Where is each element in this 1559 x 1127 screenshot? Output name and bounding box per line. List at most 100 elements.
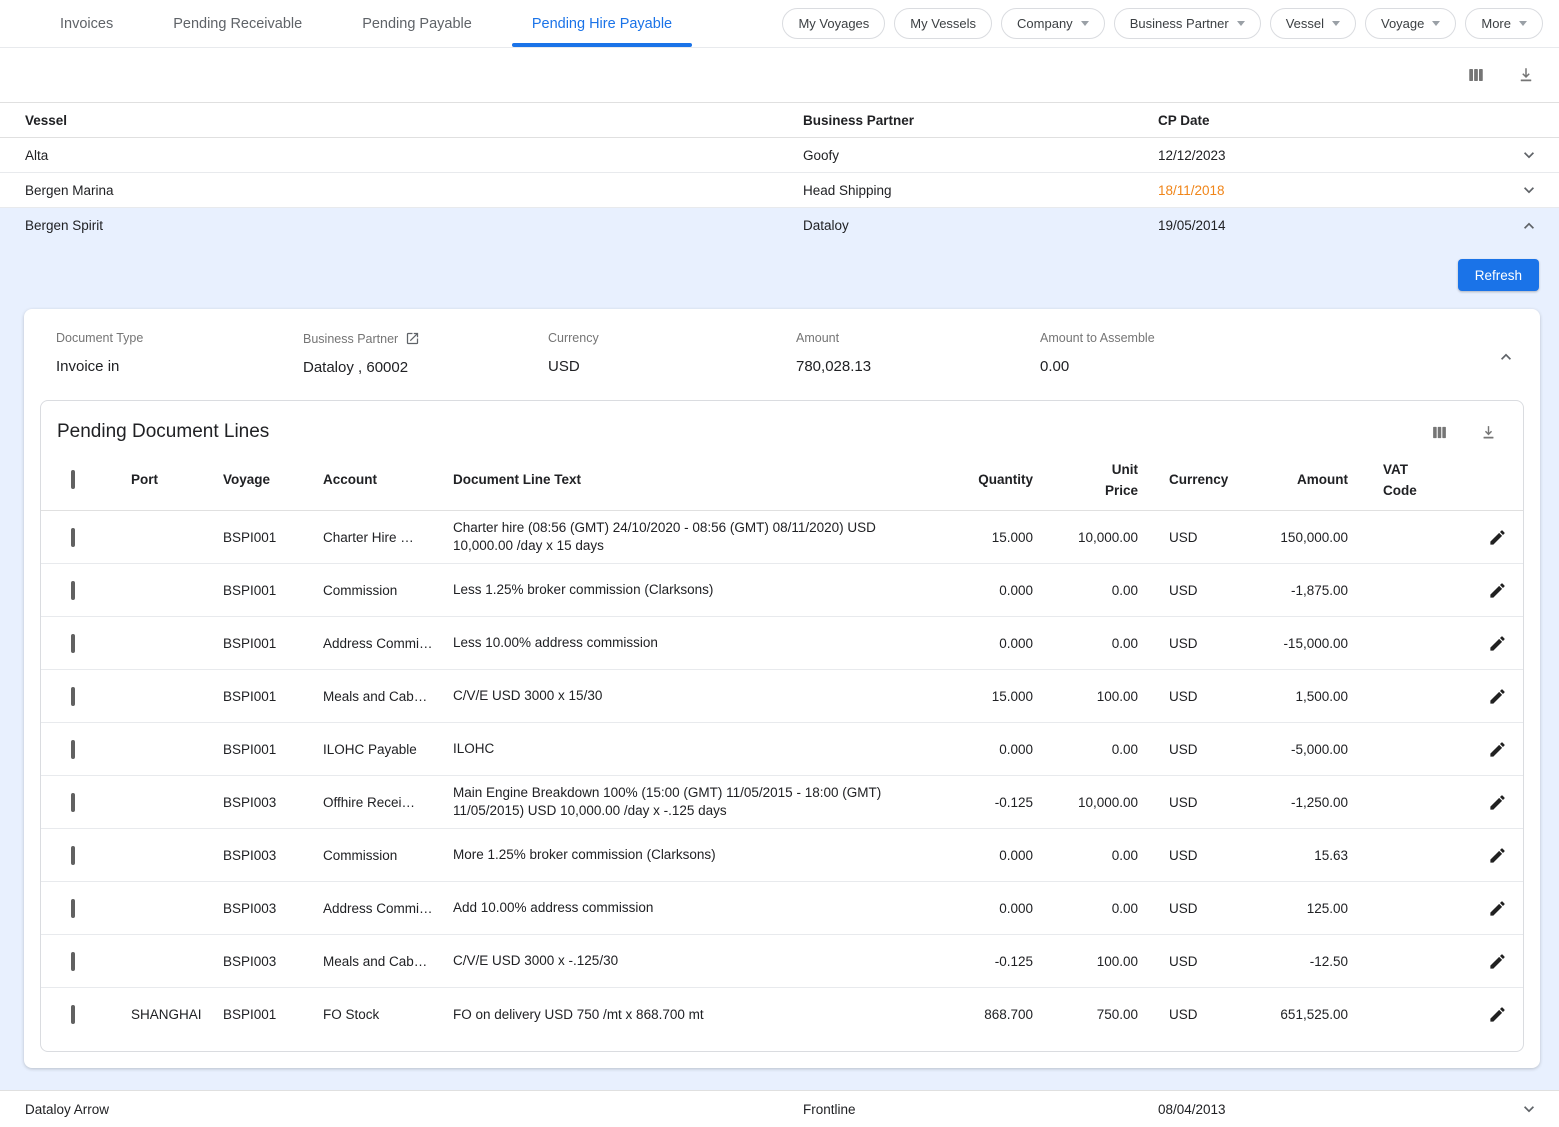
voyage-cell: BSPI001 xyxy=(223,741,277,757)
currency-label: Currency xyxy=(548,331,599,345)
company-filter-button[interactable]: Company xyxy=(1001,8,1105,39)
edit-line-pencil-icon[interactable] xyxy=(1488,793,1507,812)
my-voyages-label: My Voyages xyxy=(798,16,870,31)
collapse-summary-chevron-up-icon[interactable] xyxy=(1496,347,1516,367)
voyage-cell: BSPI001 xyxy=(223,1007,277,1022)
edit-line-pencil-icon[interactable] xyxy=(1488,581,1507,600)
my-vessels-button[interactable]: My Vessels xyxy=(894,8,993,39)
amount-label: Amount xyxy=(796,331,840,345)
pending-lines-body: BSPI001 Charter Hire … Charter hire (08:… xyxy=(41,511,1523,1041)
row-checkbox[interactable] xyxy=(71,1005,75,1024)
business-partner-label: Business Partner xyxy=(303,331,399,346)
edit-line-pencil-icon[interactable] xyxy=(1488,1005,1507,1024)
vessel-row-bergen-spirit[interactable]: Bergen Spirit Dataloy 19/05/2014 xyxy=(0,208,1559,243)
select-all-checkbox[interactable] xyxy=(71,470,75,489)
account-cell: Charter Hire … xyxy=(323,529,414,545)
voyage-filter-button[interactable]: Voyage xyxy=(1365,8,1457,39)
vessel-filter-button[interactable]: Vessel xyxy=(1269,8,1356,39)
tab-invoices[interactable]: Invoices xyxy=(60,15,114,32)
document-line-row[interactable]: BSPI001 Address Commi… Less 10.00% addre… xyxy=(41,617,1523,670)
row-checkbox[interactable] xyxy=(71,898,75,918)
vessel-name: Dataloy Arrow xyxy=(25,1101,110,1117)
edit-line-pencil-icon[interactable] xyxy=(1488,687,1507,706)
pending-document-lines-card: Pending Document Lines Port Voyage A xyxy=(40,400,1524,1052)
open-in-new-icon[interactable] xyxy=(405,331,420,346)
document-line-row[interactable]: BSPI003 Offhire Recei… Main Engine Break… xyxy=(41,776,1523,829)
document-line-row[interactable]: SHANGHAI BSPI001 FO Stock FO on delivery… xyxy=(41,988,1523,1041)
tab-bar: Invoices Pending Receivable Pending Paya… xyxy=(0,0,1559,48)
document-line-row[interactable]: BSPI001 Charter Hire … Charter hire (08:… xyxy=(41,511,1523,564)
currency-cell: USD xyxy=(1169,688,1198,704)
row-checkbox[interactable] xyxy=(71,527,75,547)
document-line-row[interactable]: BSPI001 Meals and Cab… C/V/E USD 3000 x … xyxy=(41,670,1523,723)
row-checkbox[interactable] xyxy=(71,792,75,812)
currency-cell: USD xyxy=(1169,1007,1198,1022)
account-cell: Commission xyxy=(323,582,398,598)
business-partner-filter-button[interactable]: Business Partner xyxy=(1113,8,1261,39)
row-checkbox[interactable] xyxy=(71,739,75,759)
vessel-row-dataloy-arrow[interactable]: Dataloy Arrow Frontline 08/04/2013 xyxy=(0,1090,1559,1127)
row-checkbox[interactable] xyxy=(71,845,75,865)
column-settings-icon[interactable] xyxy=(1465,64,1487,86)
amount-to-assemble-label: Amount to Assemble xyxy=(1040,331,1155,345)
edit-line-pencil-icon[interactable] xyxy=(1488,846,1507,865)
voyage-cell: BSPI001 xyxy=(223,529,277,545)
amount-cell: -1,250.00 xyxy=(1290,794,1348,810)
document-line-text-column-header: Document Line Text xyxy=(453,471,582,487)
quantity-cell: 15.000 xyxy=(991,688,1033,704)
tab-pending-payable[interactable]: Pending Payable xyxy=(362,15,472,32)
currency-cell: USD xyxy=(1169,741,1198,757)
download-icon[interactable] xyxy=(1515,64,1537,86)
collapse-chevron-up-icon[interactable] xyxy=(1499,216,1559,236)
expand-chevron-down-icon[interactable] xyxy=(1499,180,1559,200)
quantity-column-header: Quantity xyxy=(978,472,1033,487)
dropdown-caret-icon xyxy=(1080,21,1089,26)
row-checkbox[interactable] xyxy=(71,686,75,706)
refresh-button[interactable]: Refresh xyxy=(1457,259,1539,291)
edit-line-pencil-icon[interactable] xyxy=(1488,952,1507,971)
row-checkbox[interactable] xyxy=(71,633,75,653)
more-filter-button[interactable]: More xyxy=(1465,8,1543,39)
vessel-row-alta[interactable]: Alta Goofy 12/12/2023 xyxy=(0,138,1559,173)
edit-line-pencil-icon[interactable] xyxy=(1488,634,1507,653)
table-toolbar xyxy=(0,48,1559,102)
tab-pending-hire-payable[interactable]: Pending Hire Payable xyxy=(502,0,702,47)
column-settings-icon[interactable] xyxy=(1429,422,1450,443)
vessel-table: Vessel Business Partner CP Date Alta Goo… xyxy=(0,102,1559,1127)
expand-chevron-down-icon[interactable] xyxy=(1499,145,1559,165)
quantity-cell: -0.125 xyxy=(994,953,1033,969)
vessel-row-bergen-marina[interactable]: Bergen Marina Head Shipping 18/11/2018 xyxy=(0,173,1559,208)
business-partner-name: Head Shipping xyxy=(803,182,892,198)
amount-cell: 651,525.00 xyxy=(1280,1007,1348,1022)
voyage-cell: BSPI003 xyxy=(223,794,277,810)
document-line-row[interactable]: BSPI003 Meals and Cab… C/V/E USD 3000 x … xyxy=(41,935,1523,988)
my-voyages-button[interactable]: My Voyages xyxy=(782,8,886,39)
document-line-row[interactable]: BSPI001 ILOHC Payable ILOHC 0.000 0.00 U… xyxy=(41,723,1523,776)
document-line-row[interactable]: BSPI003 Commission More 1.25% broker com… xyxy=(41,829,1523,882)
business-partner-value[interactable]: Dataloy , 60002 xyxy=(303,359,409,376)
voyage-cell: BSPI003 xyxy=(223,953,277,969)
cp-date-column-header: CP Date xyxy=(1158,112,1210,128)
amount-cell: 150,000.00 xyxy=(1280,529,1348,545)
tab-pending-receivable[interactable]: Pending Receivable xyxy=(173,15,303,32)
dropdown-caret-icon xyxy=(1332,21,1340,26)
account-cell: Address Commi… xyxy=(323,900,433,916)
voyage-cell: BSPI001 xyxy=(223,688,277,704)
amount-cell: 125.00 xyxy=(1306,900,1348,916)
dropdown-caret-icon xyxy=(1236,21,1245,26)
document-line-row[interactable]: BSPI003 Address Commi… Add 10.00% addres… xyxy=(41,882,1523,935)
row-checkbox[interactable] xyxy=(71,580,75,600)
vessel-column-header: Vessel xyxy=(25,112,68,128)
amount-cell: -5,000.00 xyxy=(1290,741,1348,757)
document-line-text-cell: C/V/E USD 3000 x 15/30 xyxy=(453,688,603,703)
edit-line-pencil-icon[interactable] xyxy=(1488,899,1507,918)
row-checkbox[interactable] xyxy=(71,951,75,971)
document-line-row[interactable]: BSPI001 Commission Less 1.25% broker com… xyxy=(41,564,1523,617)
amount-value: 780,028.13 xyxy=(796,358,872,375)
expand-chevron-down-icon[interactable] xyxy=(1499,1099,1559,1119)
edit-line-pencil-icon[interactable] xyxy=(1488,740,1507,759)
edit-line-pencil-icon[interactable] xyxy=(1488,528,1507,547)
cp-date: 19/05/2014 xyxy=(1158,218,1226,233)
pending-document-lines-title: Pending Document Lines xyxy=(57,421,270,442)
download-icon[interactable] xyxy=(1478,422,1499,443)
